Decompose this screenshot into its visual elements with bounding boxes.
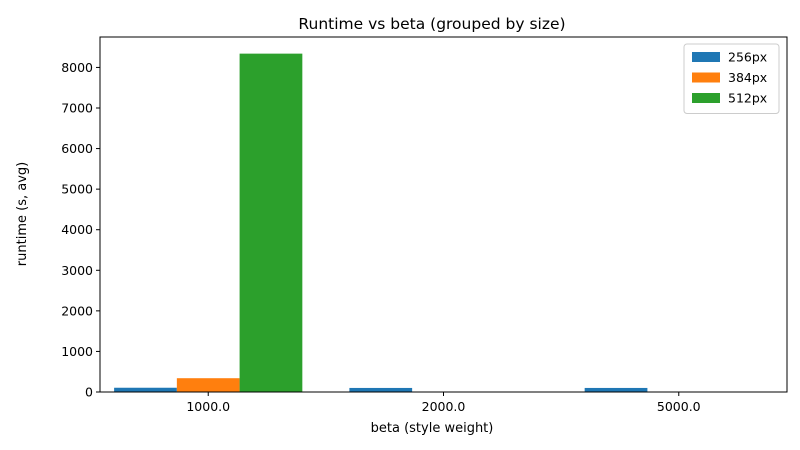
plot-area: 0 1000 2000 3000 4000 5000 6000 7000 8000 1000.0 2… [61,36,788,414]
y-axis-label: runtime (s, avg) [15,162,30,266]
x-tick-label: 1000.0 [186,399,230,414]
y-tick-label: 4000 [61,222,93,237]
legend-swatch-512px [692,93,720,103]
y-tick-label: 8000 [61,60,93,75]
x-axis-label: beta (style weight) [371,421,494,436]
bar-256px-1000.0 [114,387,177,392]
bar-256px-5000.0 [584,387,648,392]
y-tick-label: 1000 [61,344,93,359]
x-tick-label: 2000.0 [422,399,466,414]
y-tick-label: 5000 [61,182,93,197]
legend: 256px 384px 512px [683,43,780,114]
bar-384px-1000.0 [176,378,240,392]
chart-title: Runtime vs beta (grouped by size) [298,15,565,33]
y-tick-label: 0 [85,385,93,400]
x-tick-label: 5000.0 [657,399,701,414]
legend-label-384px: 384px [728,70,767,85]
y-tick-label: 7000 [61,101,93,116]
y-tick-label: 2000 [61,303,93,318]
legend-label-256px: 256px [728,50,767,65]
y-tick-label: 6000 [61,141,93,156]
bar-512px-1000.0 [239,53,303,393]
y-tick-label: 3000 [61,263,93,278]
legend-label-512px: 512px [728,91,767,106]
legend-swatch-384px [692,72,720,83]
legend-swatch-256px [692,52,720,62]
bar-256px-2000.0 [349,387,413,392]
